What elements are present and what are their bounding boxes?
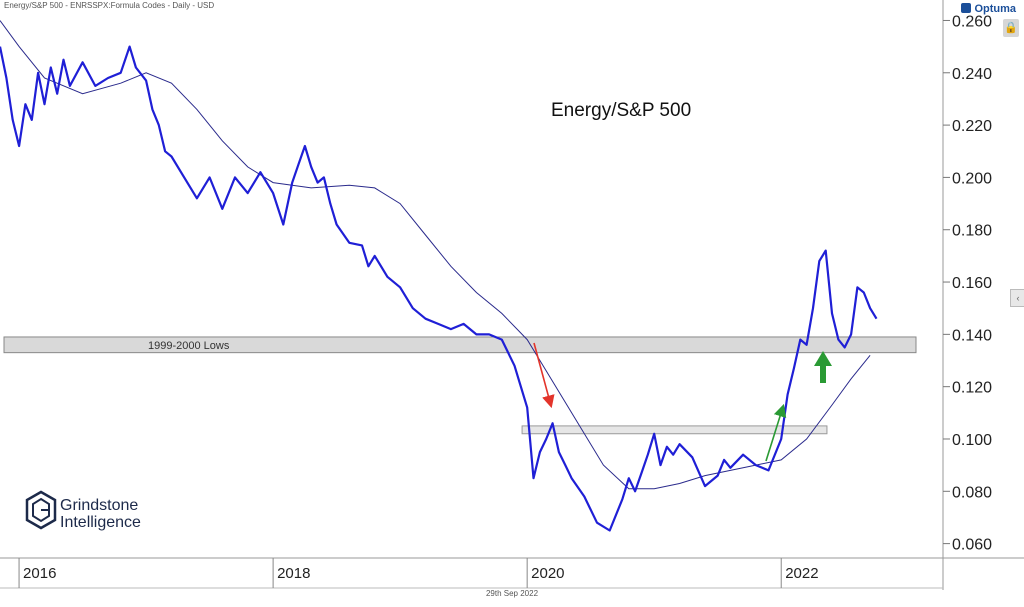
y-tick-label: 0.140 (952, 327, 992, 344)
y-tick-label: 0.240 (952, 66, 992, 83)
y-tick-label: 0.200 (952, 170, 992, 187)
y-tick-label: 0.120 (952, 380, 992, 397)
support-band-1999-2000-lows (3, 336, 917, 354)
chart-header: Energy/S&P 500 - ENRSSPX:Formula Codes -… (4, 1, 215, 10)
logo-text: Grindstone Intelligence (60, 497, 141, 531)
logo-line2: Intelligence (60, 514, 141, 531)
x-tick-label: 2016 (23, 565, 56, 582)
grindstone-logo-icon (25, 490, 57, 530)
brand-name: Optuma (974, 3, 1016, 15)
chart-date: 29th Sep 2022 (485, 589, 539, 598)
x-tick-label: 2022 (785, 565, 818, 582)
grid (0, 0, 1024, 590)
x-tick-label: 2018 (277, 565, 310, 582)
chart-title: Energy/S&P 500 (551, 100, 691, 121)
moving-average-line (0, 20, 871, 490)
y-tick-label: 0.180 (952, 223, 992, 240)
green-up-arrow-2 (814, 351, 832, 383)
series-lines: Energy/S&P 500 (0, 20, 878, 532)
optuma-logo-icon (961, 3, 972, 13)
y-tick-label: 0.160 (952, 275, 992, 292)
y-tick-label: 0.100 (952, 432, 992, 449)
red-down-arrow (533, 342, 555, 409)
collapse-arrow-icon[interactable]: ‹ (1010, 289, 1024, 307)
bands: 1999-2000 Lows (3, 336, 917, 435)
y-tick-label: 0.220 (952, 118, 992, 135)
resistance-band (521, 425, 828, 435)
y-tick-label: 0.080 (952, 484, 992, 501)
y-tick-label: 0.260 (952, 13, 992, 30)
logo-line1: Grindstone (60, 497, 139, 514)
green-up-arrow-1 (765, 403, 787, 462)
x-tick-label: 2020 (531, 565, 564, 582)
annotation-arrows (533, 342, 832, 462)
lock-icon[interactable]: 🔒 (1003, 19, 1019, 37)
band-label: 1999-2000 Lows (148, 340, 230, 352)
optuma-brand: Optuma (961, 3, 1016, 15)
y-axis: 0.060 0.080 0.100 0.120 0.140 0.160 0.180 0.200… (943, 13, 992, 554)
y-tick-label: 0.060 (952, 537, 992, 554)
price-line (0, 45, 878, 532)
x-axis: 2016 2018 2020 2022 (18, 558, 819, 588)
